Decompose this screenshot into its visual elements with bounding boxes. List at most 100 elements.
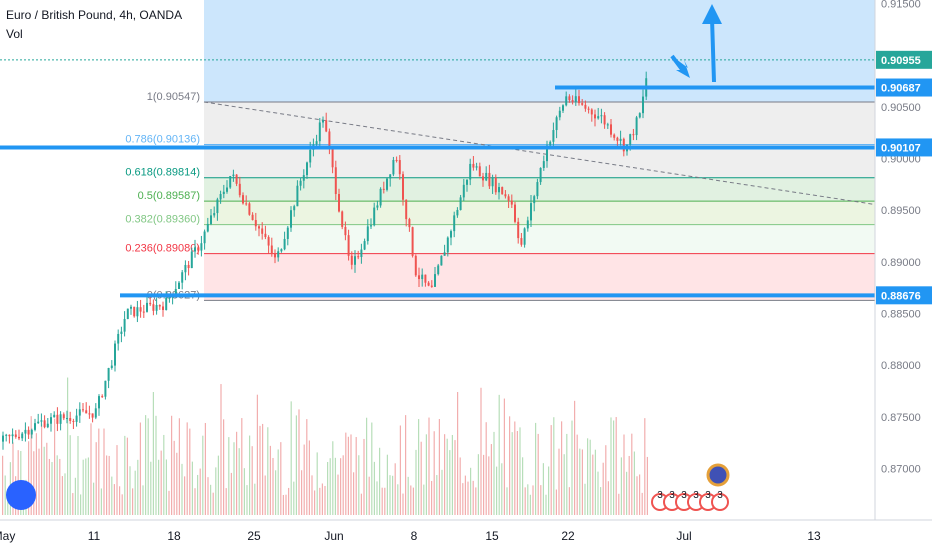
candle	[536, 182, 539, 197]
candle	[104, 380, 107, 397]
volume-bar	[199, 468, 201, 515]
volume-bar	[197, 474, 199, 515]
candle	[283, 238, 286, 250]
volume-bar	[340, 458, 342, 515]
candle	[226, 187, 228, 192]
volume-bar	[514, 421, 516, 515]
candle	[34, 423, 36, 430]
candle	[152, 304, 155, 311]
candle	[318, 122, 321, 142]
volume-bar	[532, 485, 534, 515]
candle	[555, 117, 558, 131]
candle	[190, 251, 193, 269]
volume-bar	[485, 422, 487, 515]
volume-bar	[371, 422, 373, 515]
candle	[622, 138, 625, 152]
volume-bar	[308, 440, 310, 515]
event-badge-count: 3	[717, 490, 723, 501]
flag-event-icon	[706, 463, 730, 487]
volume-bar	[246, 485, 248, 515]
volume-bar	[48, 458, 50, 515]
volume-bar	[597, 471, 599, 515]
candle	[619, 138, 622, 141]
candle	[43, 420, 46, 428]
candle	[309, 149, 312, 163]
volume-bar	[254, 483, 256, 515]
chart-legend: Euro / British Pound, 4h, OANDA Vol	[6, 6, 182, 44]
candle	[357, 256, 360, 258]
candle	[101, 396, 104, 398]
fib-level-label: 0.382(0.89360)	[125, 214, 200, 226]
fib-band	[204, 224, 875, 254]
candle	[66, 418, 68, 420]
candle	[299, 180, 302, 186]
volume-bar	[85, 458, 87, 515]
volume-bar	[644, 418, 646, 515]
candle	[478, 166, 481, 177]
candle	[293, 206, 296, 211]
volume-bar	[217, 455, 219, 515]
volume-bar	[600, 487, 602, 515]
volume-bar	[165, 459, 167, 515]
candle	[94, 408, 97, 418]
volume-bar	[477, 454, 479, 515]
time-tick-label: 15	[485, 529, 499, 543]
candle	[421, 274, 424, 280]
candle	[88, 413, 91, 415]
volume-bar	[295, 415, 297, 515]
volume-bar	[423, 484, 425, 515]
volume-bar	[626, 471, 628, 515]
volume-bar	[363, 438, 365, 515]
candle	[408, 219, 411, 228]
volume-bar	[30, 416, 32, 515]
candle	[517, 221, 520, 239]
volume-bar	[490, 444, 492, 515]
volume-bar	[124, 435, 126, 515]
price-tag	[876, 78, 932, 97]
candle	[302, 175, 305, 181]
candle	[430, 285, 433, 287]
candle	[203, 231, 206, 244]
volume-bar	[373, 461, 375, 515]
time-tick-label: 13	[807, 529, 821, 543]
candle	[456, 209, 459, 216]
candle	[296, 185, 299, 207]
volume-bar	[319, 487, 321, 515]
candle	[229, 176, 232, 188]
candle	[597, 116, 600, 119]
volume-bar	[95, 442, 97, 515]
volume-bar	[589, 439, 591, 515]
volume-bar	[555, 489, 557, 515]
candle	[414, 255, 417, 276]
volume-bar	[290, 401, 292, 515]
volume-bar	[33, 451, 35, 515]
volume-bar	[210, 484, 212, 515]
candle	[485, 172, 488, 181]
volume-bar	[155, 415, 157, 515]
volume-bar	[67, 377, 69, 515]
volume-bar	[181, 463, 183, 515]
volume-bar	[46, 442, 48, 515]
tradingview-logo-icon[interactable]	[6, 480, 36, 510]
candle	[270, 245, 273, 255]
fib-band	[204, 144, 875, 178]
candle	[552, 130, 555, 142]
volume-bar	[121, 494, 123, 515]
price-tag-label: 0.90107	[881, 142, 921, 154]
candle	[18, 436, 20, 439]
volume-bar	[142, 485, 144, 515]
volume-bar	[436, 475, 438, 515]
volume-bar	[350, 434, 352, 515]
volume-bar	[605, 445, 607, 515]
candle	[437, 265, 440, 275]
volume-bar	[103, 428, 105, 515]
volume-bar	[636, 476, 638, 515]
volume-bar	[522, 457, 524, 515]
candle	[27, 429, 30, 435]
volume-bar	[420, 441, 422, 515]
price-tick-label: 0.88500	[881, 309, 921, 321]
volume-bar	[475, 487, 477, 515]
volume-bar	[202, 435, 204, 515]
volume-bar	[43, 446, 45, 515]
